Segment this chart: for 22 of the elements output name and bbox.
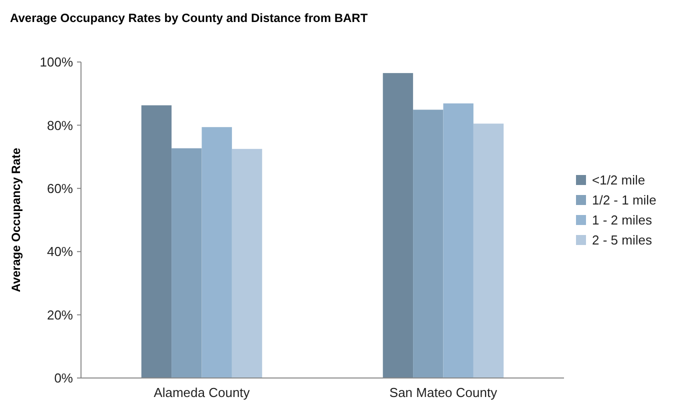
- bar: [382, 73, 414, 378]
- bar: [473, 124, 504, 378]
- legend-label: 2 - 5 miles: [592, 232, 652, 248]
- x-tick-label: San Mateo County: [389, 385, 498, 400]
- bar: [413, 110, 444, 378]
- legend-label: 1/2 - 1 mile: [592, 192, 656, 208]
- bar: [232, 148, 262, 378]
- x-tick-label: Alameda County: [154, 385, 250, 400]
- y-tick-label: 40%: [46, 244, 74, 260]
- y-tick-label: 80%: [46, 118, 74, 133]
- y-tick-label: 100%: [40, 54, 74, 70]
- legend-label: 1 - 2 miles: [592, 212, 652, 228]
- y-axis-title: Average Occupancy Rate: [9, 148, 23, 292]
- bar: [443, 103, 474, 378]
- y-tick-label: 0%: [54, 370, 74, 386]
- bar: [202, 127, 232, 378]
- bar: [172, 148, 202, 378]
- bar: [141, 105, 172, 378]
- chart-title: Average Occupancy Rates by County and Distance from BART: [10, 11, 368, 25]
- y-tick-label: 60%: [46, 180, 74, 196]
- legend-label: <1/2 mile: [592, 172, 646, 188]
- y-tick-label: 20%: [46, 307, 74, 322]
